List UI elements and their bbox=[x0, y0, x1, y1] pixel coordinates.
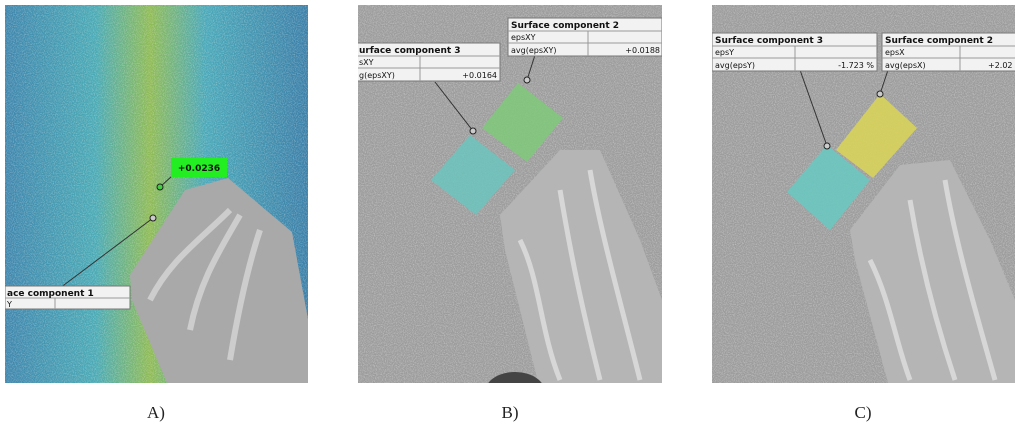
box-value: +2.02 bbox=[988, 61, 1013, 70]
box-row: Y bbox=[6, 300, 12, 309]
box-row: epsX bbox=[885, 48, 905, 57]
info-box: urface component 3 sXY g(epsXY) +0.0164 bbox=[350, 43, 500, 81]
panel-c: Surface component 3 epsY avg(epsY) -1.72… bbox=[712, 5, 1016, 390]
box-value: +0.0164 bbox=[462, 71, 497, 80]
box-title: Surface component 2 bbox=[511, 21, 619, 31]
panel-a: +0.0236 ace component 1 Y bbox=[5, 5, 310, 390]
info-box: Surface component 2 epsX avg(epsX) +2.02 bbox=[882, 33, 1016, 71]
box-title: ace component 1 bbox=[7, 289, 94, 299]
box-row: epsXY bbox=[511, 33, 536, 42]
box-row: avg(epsXY) bbox=[511, 46, 557, 55]
box-row: avg(epsX) bbox=[885, 61, 926, 70]
box-row: g(epsXY) bbox=[359, 71, 395, 80]
panel-b: Surface component 2 epsXY avg(epsXY) +0.… bbox=[350, 5, 662, 412]
box-row: avg(epsY) bbox=[715, 61, 755, 70]
figure: +0.0236 ace component 1 Y Surface compon… bbox=[0, 0, 1016, 432]
box-row: epsY bbox=[715, 48, 734, 57]
box-title: Surface component 3 bbox=[715, 36, 823, 46]
box-value: +0.0188 bbox=[625, 46, 660, 55]
panel-label: B) bbox=[502, 403, 519, 422]
info-box: Surface component 3 epsY avg(epsY) -1.72… bbox=[712, 33, 877, 71]
value-tag: +0.0236 bbox=[178, 164, 220, 174]
box-title: urface component 3 bbox=[359, 46, 461, 56]
info-box: Surface component 2 epsXY avg(epsXY) +0.… bbox=[508, 18, 662, 56]
box-title: Surface component 2 bbox=[885, 36, 993, 46]
panel-label: A) bbox=[147, 403, 165, 422]
box-value: -1.723 % bbox=[838, 61, 874, 70]
panel-label: C) bbox=[855, 403, 872, 422]
box-row: sXY bbox=[359, 58, 374, 67]
